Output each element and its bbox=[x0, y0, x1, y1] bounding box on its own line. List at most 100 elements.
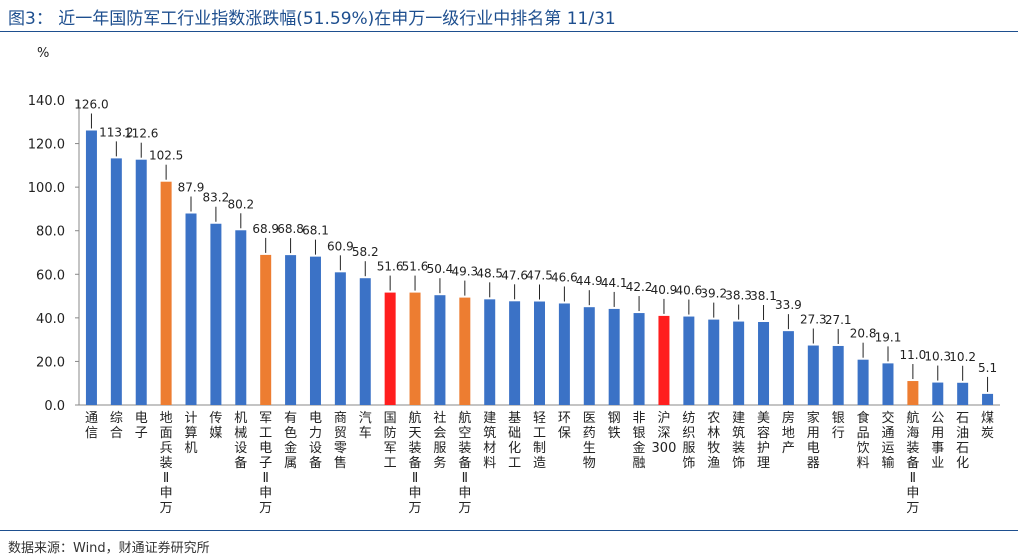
category-char: 基 bbox=[508, 411, 521, 426]
category-char: 电 bbox=[259, 441, 272, 456]
category-char: 子 bbox=[259, 456, 272, 471]
bar bbox=[459, 297, 471, 405]
category-char: 力 bbox=[309, 426, 322, 441]
title-divider bbox=[0, 31, 1018, 32]
category-char: 渔 bbox=[707, 456, 720, 471]
y-tick-label: 120.0 bbox=[28, 138, 65, 153]
category-char: 美 bbox=[757, 411, 770, 426]
data-label: 19.1 bbox=[875, 330, 902, 344]
category-char: 炭 bbox=[981, 426, 994, 441]
chart-title: 图3： 近一年国防军工行业指数涨跌幅(51.59%)在申万一级行业中排名第 11… bbox=[8, 9, 616, 29]
category-char: 理 bbox=[757, 456, 770, 471]
category-char: 服 bbox=[682, 441, 695, 456]
data-label: 42.2 bbox=[626, 280, 653, 294]
bar bbox=[932, 382, 944, 405]
bar bbox=[210, 223, 222, 405]
category-char: 通 bbox=[85, 411, 98, 426]
category-char: 电 bbox=[309, 411, 322, 426]
category-char: 传 bbox=[209, 411, 222, 426]
category-char: 备 bbox=[906, 455, 919, 471]
category-char: 万 bbox=[409, 501, 422, 516]
category-char: 工 bbox=[533, 426, 546, 441]
category-char: 万 bbox=[259, 501, 272, 516]
x-category-label: 航海装备 Ⅱ 申万 bbox=[906, 410, 919, 516]
y-tick-label: 40.0 bbox=[36, 312, 65, 327]
bar bbox=[558, 303, 570, 405]
category-char: 面 bbox=[160, 426, 173, 441]
data-label: 40.6 bbox=[675, 284, 702, 298]
category-char: 保 bbox=[558, 426, 571, 441]
bar bbox=[832, 345, 844, 405]
x-category-label: 航空装备 Ⅱ 申万 bbox=[458, 410, 471, 516]
bar bbox=[633, 313, 645, 405]
x-category-label: 非银金融 bbox=[633, 411, 646, 471]
category-char: 器 bbox=[807, 456, 820, 471]
x-category-label: 建筑装饰 bbox=[732, 411, 745, 471]
bar bbox=[85, 130, 97, 405]
category-char: 务 bbox=[433, 455, 446, 471]
category-char: 建 bbox=[732, 411, 745, 426]
category-char: 交 bbox=[881, 410, 894, 426]
data-label: 10.3 bbox=[924, 350, 951, 364]
category-char: 铁 bbox=[608, 426, 621, 441]
x-category-label: 综合 bbox=[110, 411, 123, 441]
category-char: 设 bbox=[234, 441, 247, 456]
x-category-label: 银行 bbox=[832, 411, 845, 441]
bar bbox=[309, 256, 321, 405]
category-char: 装 bbox=[906, 441, 919, 456]
category-char: 林 bbox=[707, 426, 720, 441]
bar bbox=[982, 393, 994, 405]
source-note: 数据来源：Wind，财通证券研究所 bbox=[8, 541, 210, 556]
x-category-label: 环保 bbox=[558, 411, 571, 441]
category-char: Ⅱ bbox=[412, 471, 418, 486]
bar bbox=[683, 316, 695, 405]
bar bbox=[235, 230, 247, 405]
category-char: 备 bbox=[458, 455, 471, 471]
bar bbox=[384, 292, 396, 405]
category-char: 会 bbox=[433, 426, 446, 441]
bar bbox=[907, 381, 919, 405]
category-char: 申 bbox=[160, 486, 173, 501]
bar bbox=[733, 321, 745, 405]
category-char: 国 bbox=[384, 411, 397, 426]
category-char: 医 bbox=[583, 411, 596, 426]
x-category-label: 石油石化 bbox=[956, 411, 969, 471]
data-label: 68.9 bbox=[252, 222, 279, 236]
category-char: 地 bbox=[160, 411, 173, 426]
category-char: 融 bbox=[633, 456, 646, 471]
data-label: 40.9 bbox=[651, 283, 678, 297]
bar bbox=[658, 315, 670, 405]
category-char: 钢 bbox=[608, 411, 621, 426]
data-label: 48.5 bbox=[476, 266, 503, 280]
data-label: 102.5 bbox=[149, 149, 183, 163]
x-category-label: 有色金属 bbox=[284, 411, 297, 471]
category-char: 电 bbox=[135, 411, 148, 426]
category-char: 军 bbox=[384, 441, 397, 456]
category-char: Ⅱ bbox=[163, 471, 169, 486]
x-category-label: 商贸零售 bbox=[334, 411, 347, 471]
data-label: 11.0 bbox=[900, 348, 927, 362]
x-category-label: 地面兵装 Ⅱ 申万 bbox=[160, 411, 173, 516]
bar bbox=[534, 301, 545, 405]
x-category-label: 计算机 bbox=[185, 411, 198, 456]
category-char: 护 bbox=[757, 441, 770, 456]
category-char: 沪 bbox=[657, 410, 670, 426]
data-label: 51.6 bbox=[402, 260, 429, 274]
category-char: 售 bbox=[334, 455, 347, 471]
category-char: 织 bbox=[682, 426, 695, 441]
category-char: 造 bbox=[533, 456, 546, 471]
y-tick-label: 80.0 bbox=[36, 225, 65, 240]
category-char: 行 bbox=[832, 426, 845, 441]
y-axis-unit: % bbox=[37, 46, 49, 61]
category-char: 石 bbox=[956, 411, 969, 426]
data-label: 27.1 bbox=[825, 313, 852, 327]
category-char: 通 bbox=[881, 426, 894, 441]
category-char: 材 bbox=[483, 441, 496, 456]
x-category-label: 交通运输 bbox=[881, 410, 894, 471]
category-char: 算 bbox=[185, 426, 198, 441]
category-char: 属 bbox=[284, 456, 297, 471]
category-char: 化 bbox=[508, 441, 521, 456]
category-char: 申 bbox=[409, 486, 422, 501]
bar bbox=[608, 308, 620, 405]
category-char: 化 bbox=[956, 456, 969, 471]
